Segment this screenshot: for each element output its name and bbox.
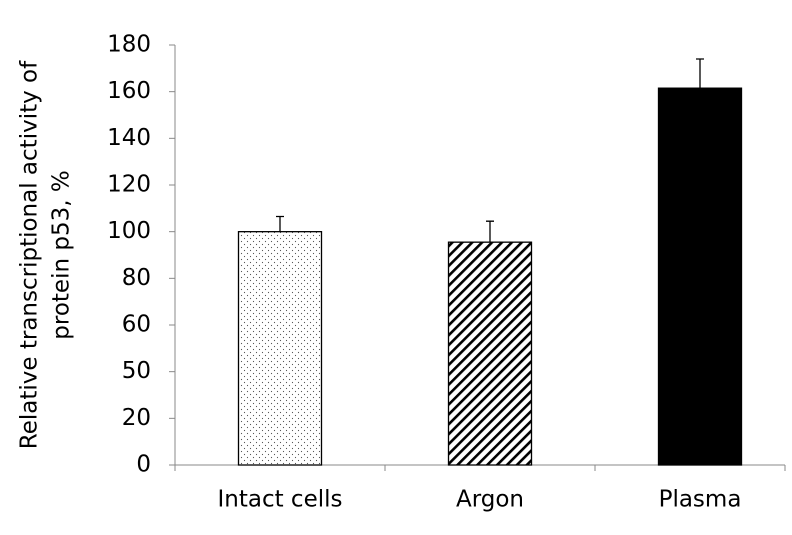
y-tick-label: 80 — [122, 265, 151, 291]
y-tick-label: 20 — [122, 405, 151, 431]
y-tick-label: 60 — [122, 312, 151, 338]
y-tick-label: 120 — [107, 172, 151, 198]
y-tick-label: 180 — [107, 32, 151, 58]
error-bar — [276, 215, 284, 232]
bar — [657, 87, 743, 466]
y-axis-label: Relative transcriptional activity of — [17, 60, 43, 449]
y-tick-label: 50 — [122, 358, 151, 384]
y-tick-label: 160 — [107, 78, 151, 104]
y-tick-label: 140 — [107, 125, 151, 151]
error-bar — [486, 220, 494, 243]
bar — [237, 231, 323, 466]
x-tick-label: Intact cells — [217, 487, 342, 513]
error-bar — [696, 58, 704, 89]
y-tick-label: 0 — [136, 452, 151, 478]
x-tick-label: Argon — [456, 487, 524, 513]
bar — [447, 241, 533, 466]
y-tick-label: 100 — [107, 218, 151, 244]
x-tick-label: Plasma — [659, 487, 742, 513]
y-axis-label: protein p53, % — [49, 170, 75, 339]
